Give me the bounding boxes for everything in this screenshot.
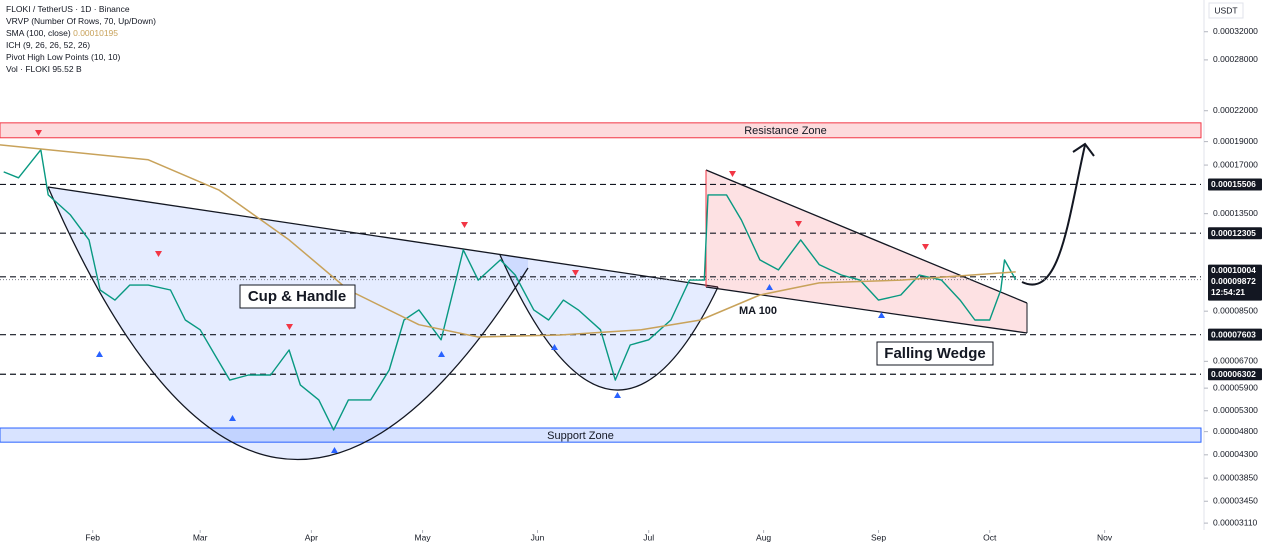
y-tick-label: 0.00004800 xyxy=(1213,426,1258,436)
legend-title: FLOKI / TetherUS · 1D · Binance xyxy=(6,4,130,14)
x-tick-label: May xyxy=(415,532,432,542)
level-box xyxy=(1208,227,1262,240)
level-label: 0.00007603 xyxy=(1211,329,1256,339)
legend-item: SMA (100, close) 0.00010195 xyxy=(6,28,118,38)
ma-line xyxy=(0,144,1016,338)
last-price-label: 0.00009872 xyxy=(1211,276,1256,286)
level-label: 0.00015506 xyxy=(1211,179,1256,189)
level-box xyxy=(1208,178,1262,191)
y-tick-label: 0.00008500 xyxy=(1213,305,1258,315)
arrow-head xyxy=(1072,142,1095,157)
x-tick-label: Jun xyxy=(531,532,545,542)
levels xyxy=(0,183,1201,375)
price-box xyxy=(1208,264,1262,301)
y-tick-label: 0.00019000 xyxy=(1213,136,1258,146)
y-tick-label: 0.00013500 xyxy=(1213,208,1258,218)
countdown: 12:54:21 xyxy=(1211,287,1245,297)
y-tick-label: 0.00004300 xyxy=(1213,449,1258,459)
y-tick-label: 0.00005300 xyxy=(1213,405,1258,415)
legend-item: Pivot High Low Points (10, 10) xyxy=(6,52,121,62)
level-label: 0.00012305 xyxy=(1211,228,1256,238)
pattern-drawings xyxy=(47,142,1095,461)
legend-value: 95.52 B xyxy=(52,64,82,74)
axes: Feb Mar Apr May Jun Jul Aug Sep Oct Nov 0.00032000… xyxy=(85,26,1262,542)
label-box xyxy=(239,284,356,309)
handle-fill xyxy=(500,255,718,391)
y-tick-label: 0.00003450 xyxy=(1213,495,1258,505)
legend-item: SMA (100, close) xyxy=(6,28,71,38)
legend-item: VRVP (Number Of Rows, 70, Up/Down) xyxy=(6,16,156,26)
y-tick-label: 0.00006700 xyxy=(1213,356,1258,366)
x-tick-label: Aug xyxy=(756,532,771,542)
y-tick-label: 0.00032000 xyxy=(1213,26,1258,36)
zone xyxy=(0,122,1202,139)
label-box xyxy=(876,341,994,366)
y-tick-label: 0.00028000 xyxy=(1213,54,1258,64)
zone xyxy=(0,427,1202,443)
x-tick-label: Nov xyxy=(1097,532,1113,542)
x-tick-label: Feb xyxy=(85,532,100,542)
level-box xyxy=(1208,328,1262,341)
handle-curve xyxy=(499,254,719,391)
legend: FLOKI / TetherUS · 1D · Binance VRVP (Nu… xyxy=(6,4,156,74)
ma-label: MA 100 xyxy=(739,305,777,317)
x-tick-label: Mar xyxy=(193,532,208,542)
projection-arrow xyxy=(1021,144,1086,286)
legend-item: Vol · FLOKI 95.52 B xyxy=(6,64,82,74)
x-tick-label: Oct xyxy=(983,532,997,542)
wedge-upper xyxy=(705,169,1028,304)
zones: Resistance Zone Support Zone xyxy=(0,122,1202,443)
legend-value: 0.00010195 xyxy=(73,28,118,38)
y-tick-label: 0.00022000 xyxy=(1213,105,1258,115)
x-tick-label: Sep xyxy=(871,532,886,542)
pattern-label: Falling Wedge xyxy=(884,345,985,362)
level-label: 0.00006302 xyxy=(1211,369,1256,379)
y-tick-label: 0.00003850 xyxy=(1213,472,1258,482)
wedge-fill xyxy=(706,170,1027,333)
y-tick-label: 0.00017000 xyxy=(1213,159,1258,169)
level-box xyxy=(1208,368,1262,381)
price-line xyxy=(3,149,1017,431)
currency: USDT xyxy=(1214,5,1237,15)
y-tick-label: 0.00005900 xyxy=(1213,382,1258,392)
neckline xyxy=(47,186,719,288)
zone-label: Resistance Zone xyxy=(744,125,827,137)
x-tick-label: Jul xyxy=(643,532,654,542)
x-tick-label: Apr xyxy=(305,532,318,542)
currency-box xyxy=(1208,2,1244,19)
level-label: 0.00010004 xyxy=(1211,265,1256,275)
legend-item: ICH (9, 26, 26, 52, 26) xyxy=(6,40,90,50)
legend-item: Vol · FLOKI xyxy=(6,64,50,74)
cup-curve xyxy=(47,186,529,461)
pattern-label: Cup & Handle xyxy=(248,288,346,305)
zone-label: Support Zone xyxy=(547,430,614,442)
plot xyxy=(0,144,1017,431)
y-tick-label: 0.00003110 xyxy=(1213,517,1258,527)
cup-fill xyxy=(48,187,528,460)
